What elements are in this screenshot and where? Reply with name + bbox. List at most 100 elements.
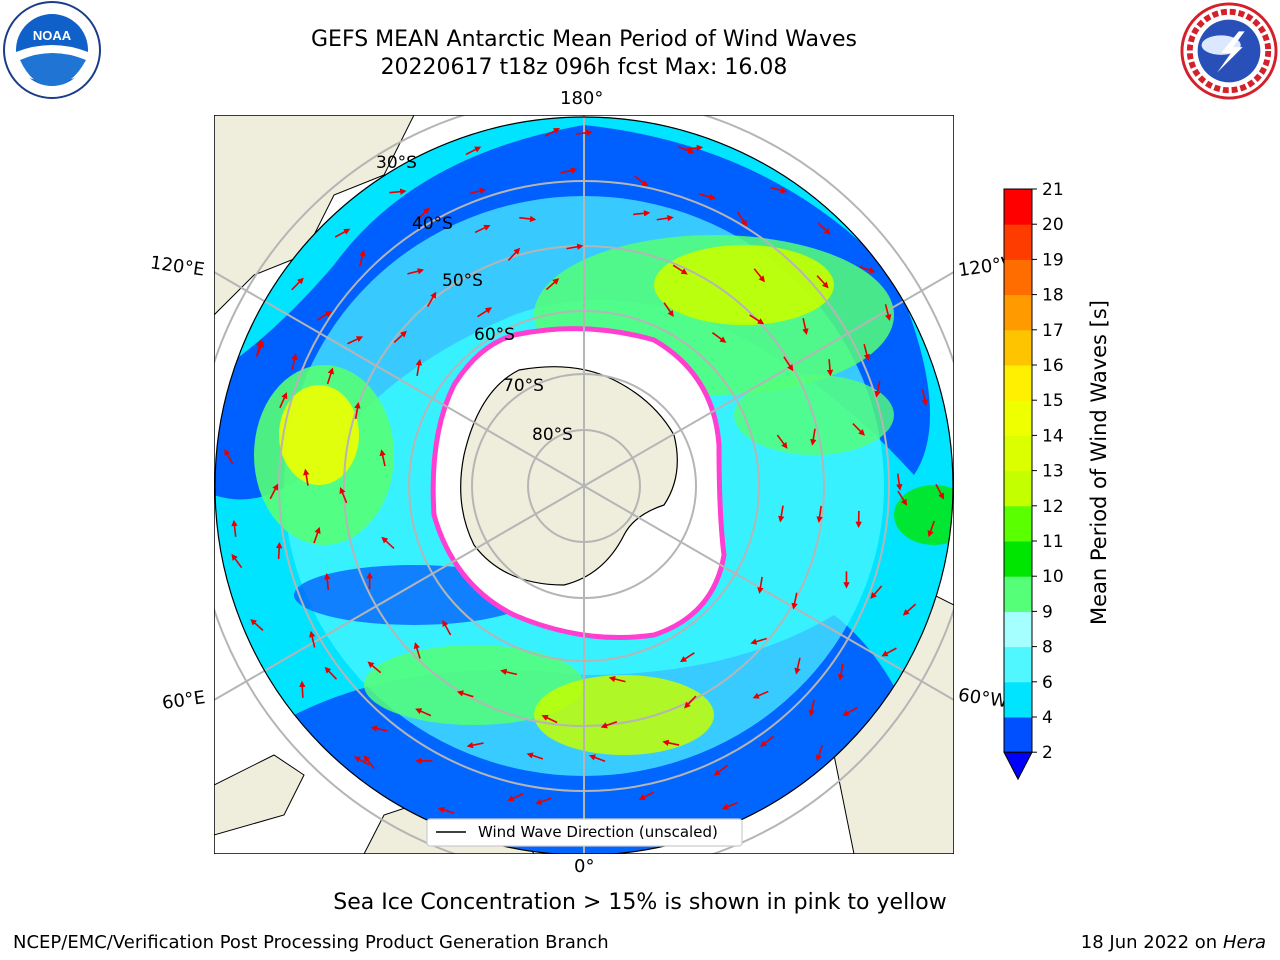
wind-arrow [469,187,487,195]
colorbar-tick-label: 21 [1042,180,1064,200]
antarctic-map: Wind Wave Direction (unscaled) 30°S 40°S… [213,114,955,856]
wind-arrow [474,224,491,234]
date-text: 18 Jun 2022 on Hera [1081,932,1266,953]
host-label: Hera [1222,932,1266,953]
wind-arrow [826,359,834,377]
wind-arrow [633,210,651,217]
wind-arrow [500,668,518,676]
lat-label-70: 70°S [503,376,544,396]
wind-arrow [638,791,655,800]
wind-arrow [608,675,626,683]
latitude-labels: 30°S 40°S 50°S 60°S 70°S 80°S [376,153,573,445]
wind-arrow [575,129,593,136]
colorbar-tick-label: 9 [1042,602,1053,622]
colorbar-tick-label: 20 [1042,215,1064,235]
colorbar-tick-label: 4 [1042,708,1053,728]
wind-arrow [778,505,785,523]
lon-label-60e: 60°E [160,687,207,714]
wind-arrow [231,553,243,569]
wind-arrow [456,690,474,698]
legend-label: Wind Wave Direction (unscaled) [478,823,718,841]
wind-arrow [354,401,361,420]
wind-arrow [921,389,928,407]
wind-arrow [870,585,883,599]
colorbar-extend-arrow [1003,751,1033,781]
wind-arrow [896,473,903,491]
colorbar-tick-label: 16 [1042,356,1064,376]
wind-arrow [442,619,452,636]
wind-arrow [415,708,432,717]
wind-arrow [737,211,748,227]
wind-arrow [935,483,944,500]
colorbar-segment [1004,576,1032,612]
colorbar-segment [1004,646,1032,683]
colorbar-tick-label: 17 [1042,321,1064,341]
wind-arrow [749,314,765,325]
wind-arrow [884,304,892,321]
wind-arrow [309,630,316,648]
colorbar-segment [1004,681,1032,718]
map-legend: Wind Wave Direction (unscaled) [426,818,743,847]
wind-arrow [711,332,727,343]
wind-arrow [752,690,769,699]
wind-arrow [417,207,430,221]
wind-arrow [817,222,831,235]
wind-arrow [757,576,764,594]
wind-arrow [326,367,334,385]
wind-arrow [477,307,492,318]
national-weather-service-logo-icon [1180,2,1278,100]
noaa-logo-icon: NOAA [3,1,101,99]
colorbar-segment [1004,329,1032,366]
wind-arrow [897,490,908,506]
wind-arrow [816,275,829,289]
wind-arrow [415,358,423,376]
wind-arrow [519,215,537,223]
wind-arrow [794,657,801,675]
wind-arrow [291,277,304,291]
colorbar-segment [1004,470,1032,507]
colorbar-tick-label: 18 [1042,286,1064,306]
lat-label-30: 30°S [376,153,417,173]
lat-label-80: 80°S [532,425,573,445]
credit-text: NCEP/EMC/Verification Post Processing Pr… [13,932,609,953]
wind-arrow [810,428,817,446]
wind-arrow [363,755,375,770]
wind-arrow [353,756,370,766]
lat-label-40: 40°S [412,214,453,234]
sea-ice-note: Sea Ice Concentration > 15% is shown in … [333,890,947,915]
wind-arrow [303,468,310,486]
lat-label-50: 50°S [442,271,483,291]
wind-arrow [324,666,338,680]
wind-arrow [313,526,321,544]
wind-arrow [324,572,331,591]
wind-arrow [231,519,238,537]
wind-arrow [837,663,845,681]
wind-arrow [663,302,674,318]
wind-arrow [721,801,739,810]
wind-arrow [526,752,544,760]
wind-arrow [250,618,264,631]
colorbar-segment [1004,189,1032,225]
wind-arrow [437,806,455,814]
wind-arrow [507,247,521,261]
wind-arrow [393,330,407,343]
wind-arrow [339,487,348,504]
wind-arrow [760,735,775,747]
wind-arrow [699,193,716,201]
wind-arrow [815,744,824,762]
wind-arrow [874,380,881,398]
wind-arrow [776,434,788,449]
lat-label-60: 60°S [474,325,515,345]
wind-arrow [269,483,279,500]
wind-arrow [381,536,395,549]
wind-arrow [291,353,298,371]
wind-arrow [426,291,437,307]
wind-arrow [842,707,858,716]
wind-direction-arrows [224,127,944,814]
colorbar: 2 4 6 8 9 10 11 12 13 14 15 16 17 18 19 20 21 [1003,180,1064,781]
wind-arrow [334,228,351,238]
wind-arrow [600,720,618,729]
colorbar-tick-label: 14 [1042,426,1064,446]
colorbar-segment [1004,435,1032,472]
wind-arrow [881,647,897,657]
